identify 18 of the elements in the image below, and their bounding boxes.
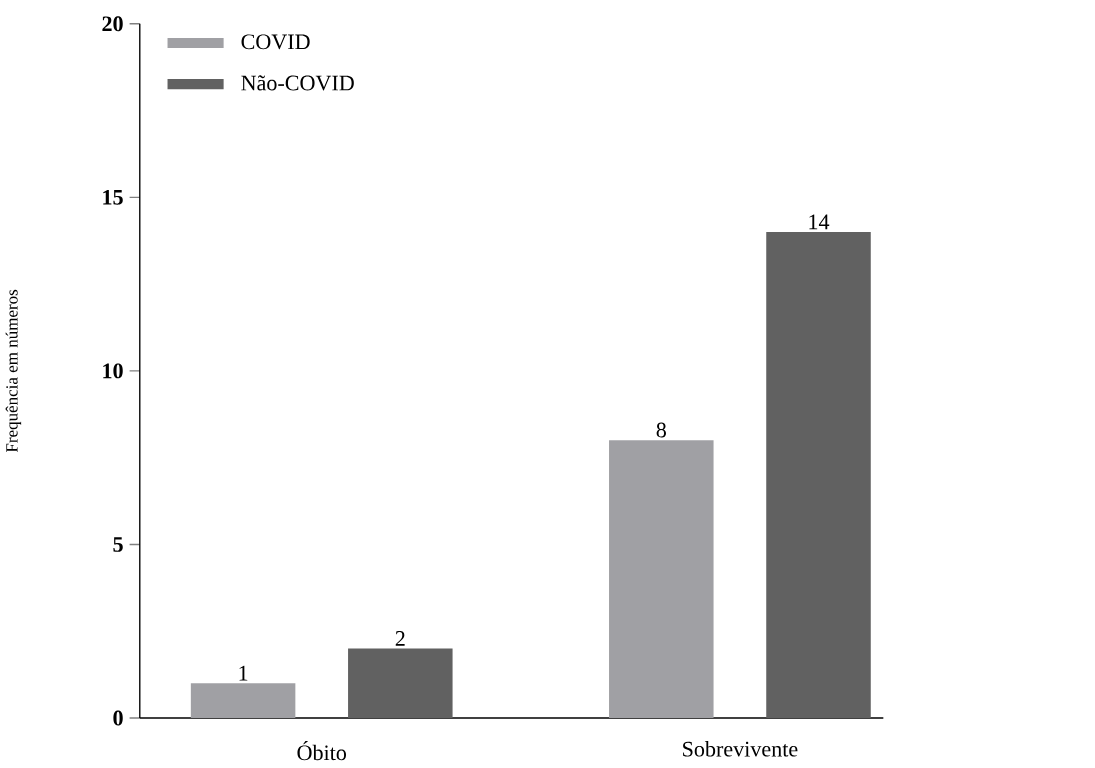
bar [766, 231, 871, 718]
legend-label: COVID [241, 34, 310, 50]
data-label: 8 [656, 422, 666, 438]
bar [190, 683, 296, 718]
y-axis-title: Frequência em números [5, 289, 22, 452]
x-tick-label: Óbito [297, 740, 347, 761]
data-label: 14 [809, 214, 830, 230]
y-tick-label: 20 [102, 16, 123, 32]
bar [348, 648, 453, 718]
y-tick-label: 15 [103, 189, 123, 205]
y-tick-label: 10 [103, 363, 123, 379]
bar [609, 440, 714, 718]
legend-label: Não-COVID [241, 75, 354, 91]
y-tick-label: 5 [113, 537, 123, 552]
y-tick-label: 0 [113, 710, 123, 726]
x-tick-label: Sobrevivente [683, 740, 798, 757]
data-label: 1 [239, 665, 248, 681]
data-label: 2 [395, 631, 405, 646]
